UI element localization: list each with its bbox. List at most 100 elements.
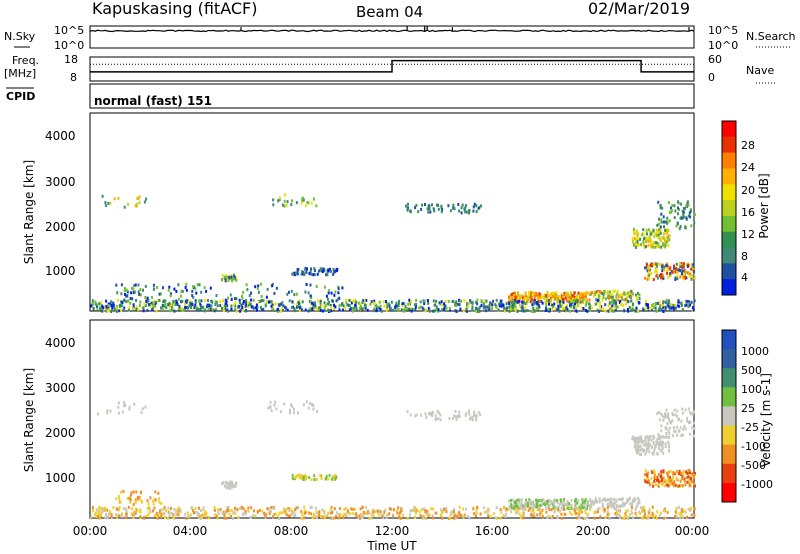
power-data-point: [646, 277, 649, 281]
power-data-point: [682, 212, 685, 216]
velocity-data-point: [653, 474, 656, 478]
power-data-point: [647, 271, 650, 275]
power-data-point: [669, 272, 672, 276]
power-data-point: [568, 300, 571, 304]
power-data-point: [660, 265, 663, 269]
velocity-data-point: [124, 516, 127, 520]
power-data-point: [529, 300, 532, 304]
velocity-data-point: [179, 509, 181, 513]
power-data-point: [334, 290, 337, 294]
velocity-data-point: [638, 439, 641, 443]
power-data-point: [194, 287, 197, 291]
power-data-point: [667, 234, 670, 238]
power-data-point: [465, 309, 468, 313]
velocity-data-point: [577, 499, 580, 503]
velocity-data-point: [581, 498, 584, 502]
power-data-point: [631, 240, 634, 244]
power-data-point: [526, 300, 529, 303]
power-data-point: [270, 304, 273, 308]
power-data-point: [559, 302, 562, 306]
velocity-data-point: [343, 508, 346, 511]
power-data-point: [656, 273, 659, 277]
power-data-point: [438, 301, 441, 305]
power-data-point: [564, 296, 567, 300]
velocity-data-point: [672, 434, 675, 438]
power-data-point: [551, 294, 554, 298]
velocity-data-point: [634, 508, 637, 511]
power-data-point: [395, 301, 398, 305]
power-data-point: [548, 299, 550, 303]
power-data-point: [194, 303, 197, 307]
power-data-point: [319, 308, 322, 312]
power-data-point: [202, 305, 205, 309]
velocity-data-point: [555, 498, 558, 502]
velocity-data-point: [638, 452, 641, 456]
power-data-point: [644, 276, 647, 280]
power-data-point: [158, 298, 161, 302]
power-data-point: [101, 309, 104, 313]
power-data-point: [557, 295, 560, 298]
velocity-data-point: [667, 445, 670, 449]
power-data-point: [550, 298, 552, 302]
velocity-data-point: [688, 432, 691, 436]
power-data-point: [417, 210, 420, 214]
power-data-point: [666, 228, 669, 232]
velocity-data-point: [650, 514, 653, 518]
velocity-data-point: [213, 508, 216, 512]
velocity-data-point: [579, 503, 582, 507]
velocity-data-point: [557, 508, 560, 512]
power-data-point: [119, 308, 122, 312]
power-data-point: [642, 228, 645, 232]
power-data-point: [373, 299, 376, 303]
velocity-data-point: [192, 509, 195, 513]
power-data-point: [516, 292, 519, 296]
power-data-point: [315, 204, 318, 208]
power-data-point: [642, 307, 645, 311]
power-data-point: [667, 304, 670, 308]
power-data-point: [655, 262, 658, 266]
power-data-point: [303, 272, 306, 276]
power-data-point: [616, 289, 619, 293]
power-data-point: [244, 309, 247, 313]
velocity-data-point: [653, 479, 656, 483]
power-data-point: [302, 198, 305, 202]
power-data-point: [572, 299, 575, 303]
velocity-data-point: [152, 499, 155, 503]
power-data-point: [441, 207, 444, 211]
power-data-point: [512, 292, 515, 296]
velocity-data-point: [584, 517, 587, 520]
velocity-data-point: [484, 510, 487, 514]
power-data-point: [374, 303, 377, 307]
power-data-point: [427, 301, 430, 305]
freq-series-line: [90, 59, 694, 73]
velocity-data-point: [606, 513, 609, 517]
power-data-point: [250, 305, 253, 309]
velocity-data-points: [90, 400, 696, 521]
power-data-point: [674, 270, 677, 274]
power-data-point: [537, 296, 540, 300]
velocity-data-point: [514, 508, 517, 512]
power-data-point: [660, 277, 663, 281]
power-data-point: [673, 269, 676, 272]
velocity-data-point: [686, 419, 689, 423]
velocity-data-point: [475, 511, 478, 515]
power-data-point: [332, 272, 335, 276]
velocity-data-point: [199, 514, 202, 518]
velocity-data-point: [687, 469, 690, 473]
velocity-data-point: [545, 506, 548, 510]
cpid-frame: [89, 83, 695, 109]
velocity-data-point: [626, 497, 629, 501]
power-data-point: [245, 299, 248, 302]
velocity-data-point: [553, 501, 556, 505]
velocity-data-point: [148, 510, 151, 514]
velocity-data-point: [683, 479, 686, 483]
velocity-data-point: [468, 516, 471, 520]
velocity-data-point: [653, 471, 656, 475]
velocity-data-point: [668, 443, 671, 447]
power-data-point: [616, 305, 619, 309]
power-data-point: [497, 308, 500, 312]
power-data-point: [556, 308, 559, 312]
power-data-point: [667, 229, 670, 232]
power-data-point: [254, 285, 257, 289]
power-data-point: [414, 308, 417, 312]
